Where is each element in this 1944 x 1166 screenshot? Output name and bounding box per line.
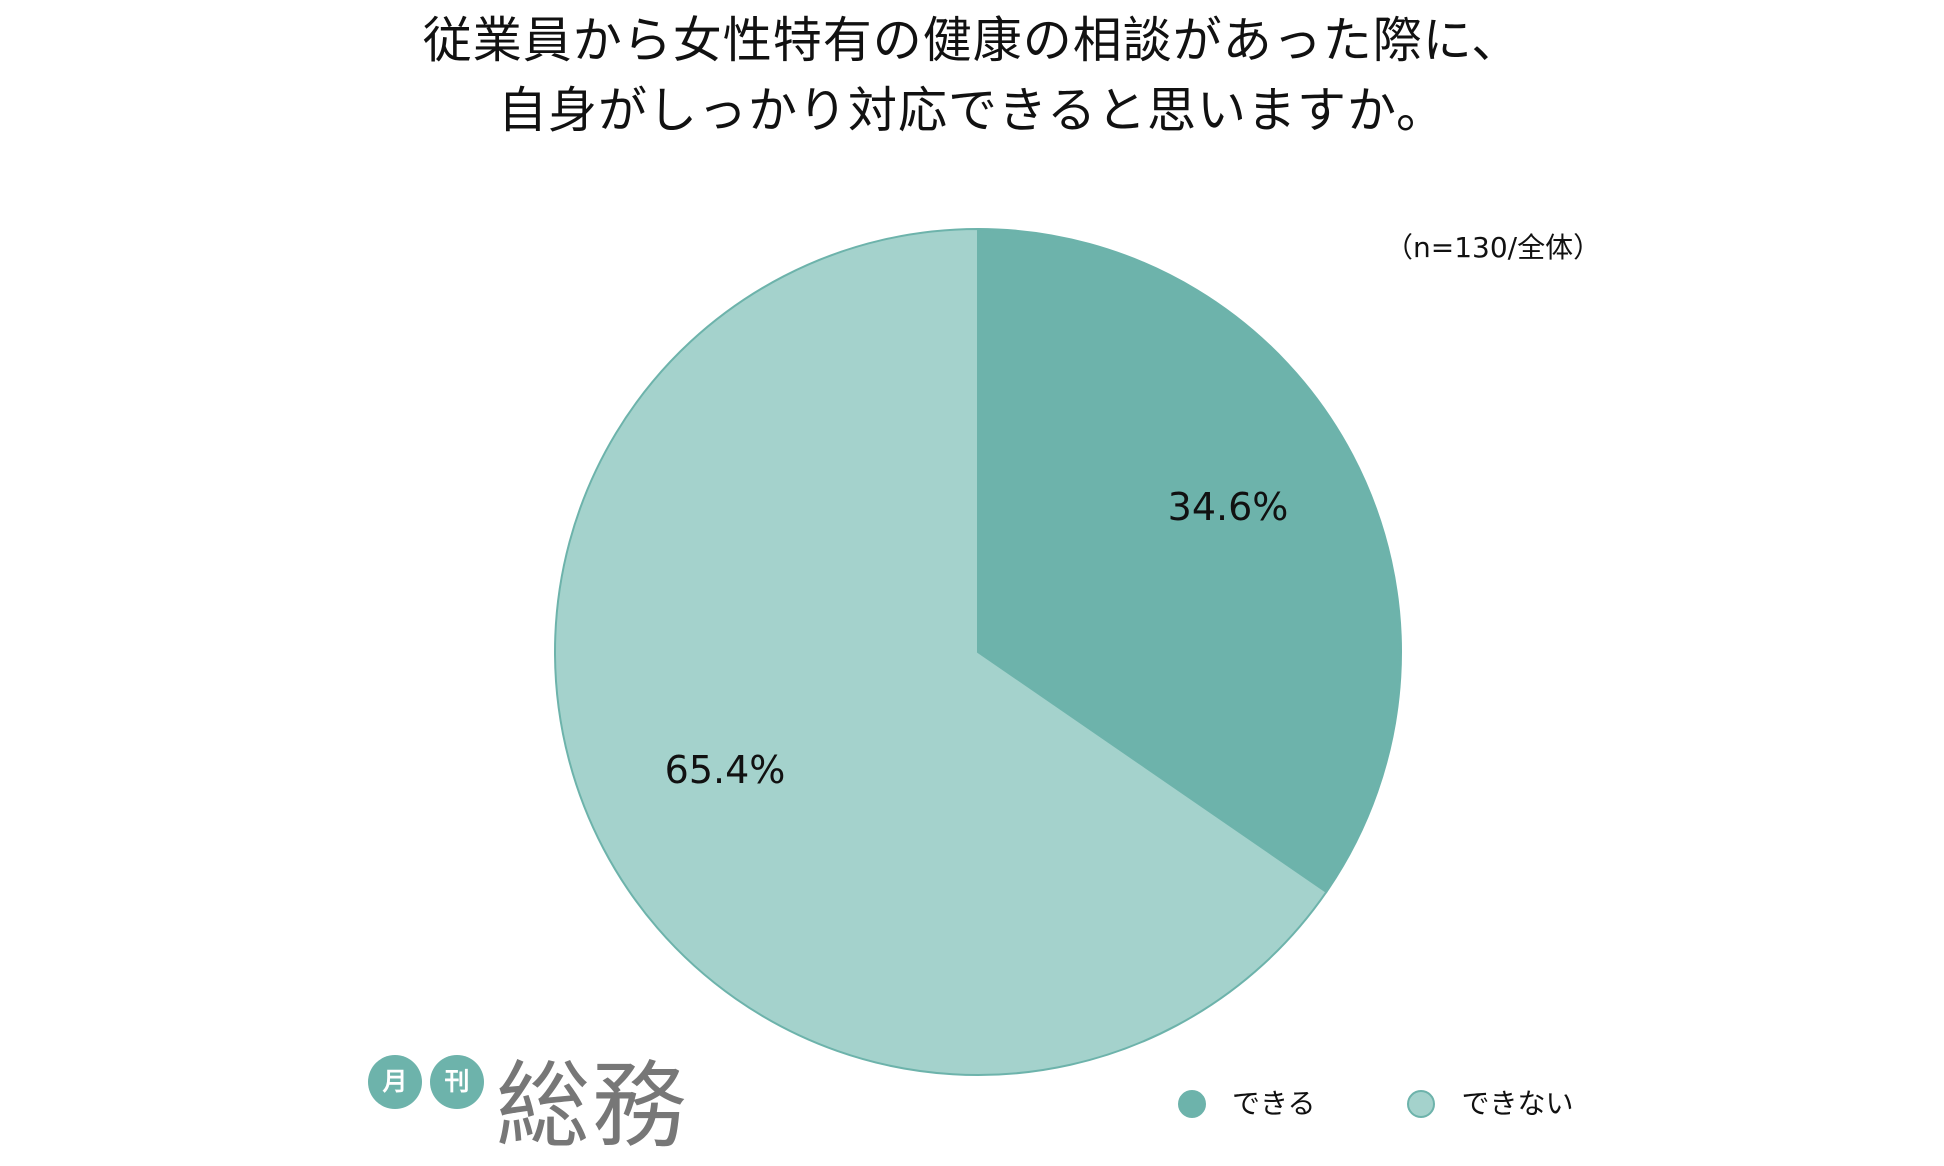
chart-title: 従業員から女性特有の健康の相談があった際に、 自身がしっかり対応できると思います… (0, 6, 1944, 146)
logo-badge-publication: 刊 (430, 1055, 484, 1109)
legend-label-cannot: できない (1461, 1087, 1574, 1120)
logo-wordmark: 総務 (496, 1052, 689, 1161)
pie-slice-cannot (553, 227, 1328, 1076)
legend-swatch-cannot (1407, 1090, 1436, 1118)
chart-title-line-2: 自身がしっかり対応できると思いますか。 (497, 82, 1447, 139)
publisher-logo: 月 刊 総務 (368, 1055, 688, 1157)
slice-value-label-can: 34.6% (1168, 485, 1289, 529)
chart-title-line-1: 従業員から女性特有の健康の相談があった際に、 (422, 12, 1522, 69)
legend-item-can: できる (1178, 1084, 1315, 1124)
sample-size-note: （n=130/全体） (1385, 231, 1602, 264)
legend-swatch-can (1178, 1090, 1206, 1118)
pie-slice-can (977, 227, 1402, 894)
legend-label-can: できる (1232, 1087, 1316, 1120)
chart-legend: できる できない (1178, 1084, 1665, 1124)
logo-badge-month: 月 (368, 1055, 422, 1109)
legend-item-cannot: できない (1407, 1084, 1573, 1124)
slice-value-label-cannot: 65.4% (665, 748, 786, 792)
